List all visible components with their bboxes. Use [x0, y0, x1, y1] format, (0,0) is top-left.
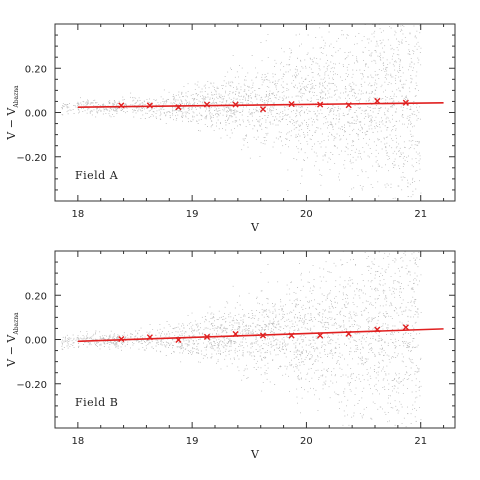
y-tick-label: 0.20 [25, 291, 47, 302]
star-points [61, 24, 422, 201]
x-axis-title: V [250, 448, 260, 461]
x-tick-label: 21 [414, 209, 427, 220]
panel-label: Field B [75, 396, 118, 409]
binned-mean-marker [118, 335, 125, 343]
binned-mean-marker [259, 332, 267, 339]
binned-mean-marker [345, 330, 352, 337]
x-tick-label: 20 [300, 436, 313, 447]
binned-mean-marker [288, 332, 295, 339]
fit-line [77, 101, 444, 108]
y-axis-title-subscript: Abazna [13, 312, 20, 336]
y-tick-label: −0.20 [16, 380, 47, 391]
y-axis-title: V − VAbazna [5, 85, 20, 141]
panel-label: Field A [75, 169, 119, 182]
binned-mean-marker [175, 104, 182, 111]
binned-mean-marker [146, 102, 153, 109]
binned-mean-marker [374, 326, 381, 333]
binned-mean-marker [402, 99, 409, 106]
binned-mean-marker [345, 102, 352, 109]
x-tick-label: 21 [414, 436, 427, 447]
binned-mean-marker [118, 102, 125, 109]
y-axis-title-subscript: Abazna [13, 85, 20, 109]
y-axis-title-main: V − V [5, 334, 18, 368]
x-tick-label: 18 [71, 209, 84, 220]
y-tick-label: 0.00 [25, 109, 47, 120]
binned-mean-marker [259, 106, 267, 113]
panel-b: 18 19 20 21 0.20 0.00 −0.20 V V − VAbazna Field B [5, 250, 456, 461]
panel-a: 18 19 20 21 0.20 0.00 −0.20 V V − VAbazna Field A [5, 23, 456, 234]
x-tick-label: 18 [71, 436, 84, 447]
x-tick-label: 19 [186, 209, 199, 220]
binned-mean-marker [146, 334, 153, 341]
binned-mean-marker [203, 333, 211, 340]
binned-mean-marker [317, 332, 324, 339]
y-axis-title: V − VAbazna [5, 312, 20, 368]
binned-mean-marker [232, 101, 239, 108]
background-scatter [61, 24, 422, 201]
x-tick-label: 19 [186, 436, 199, 447]
binned-mean-marker [175, 336, 182, 344]
y-tick-label: −0.20 [16, 153, 47, 164]
y-tick-label: 0.20 [25, 64, 47, 75]
y-tick-label: 0.00 [25, 336, 47, 347]
binned-mean-marker [374, 97, 381, 105]
binned-mean-marker [402, 324, 409, 331]
binned-mean-marker [288, 100, 295, 108]
fit-line [77, 328, 444, 343]
binned-mean-marker [232, 330, 239, 338]
binned-mean-marker [317, 101, 324, 108]
binned-mean-marker [203, 101, 211, 108]
x-axis-title: V [250, 221, 260, 234]
y-axis-title-main: V − V [5, 107, 18, 141]
x-tick-label: 20 [300, 209, 313, 220]
